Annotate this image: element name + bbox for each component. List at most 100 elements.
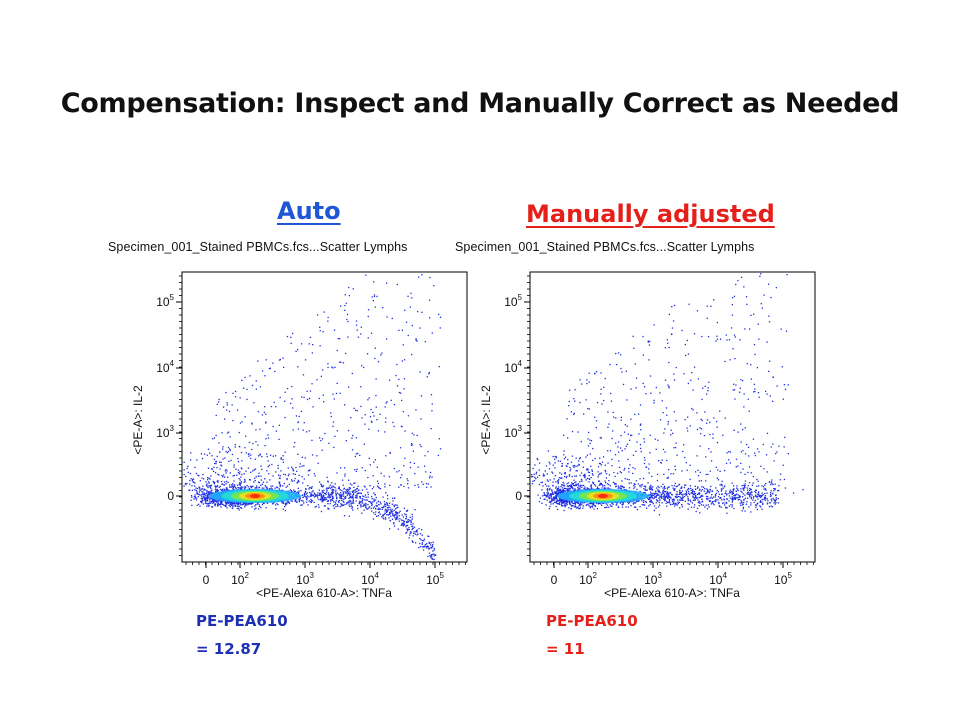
event-dot [706, 498, 708, 501]
event-dot [250, 454, 252, 456]
event-dot [310, 501, 312, 504]
event-dot [411, 528, 413, 531]
event-dot [345, 489, 347, 491]
event-dot [432, 543, 434, 546]
event-dot [222, 483, 224, 485]
event-dot [349, 496, 352, 498]
event-dot [754, 489, 757, 491]
event-dot [334, 501, 336, 504]
panel-label-auto[interactable]: Auto [277, 197, 341, 225]
event-dot [238, 431, 240, 434]
event-dot [582, 507, 584, 509]
event-dot [698, 480, 700, 482]
event-dot [693, 491, 695, 493]
event-dot [259, 505, 261, 508]
event-dot [752, 497, 755, 499]
event-dot [423, 545, 425, 548]
event-dot [271, 488, 273, 490]
event-dot [387, 509, 389, 511]
event-dot [261, 414, 264, 416]
event-dot [311, 486, 313, 488]
event-dot [323, 499, 325, 501]
y-tick-exponent: 3 [170, 424, 175, 433]
event-dot [255, 441, 257, 443]
event-dot [549, 494, 551, 496]
event-dot [624, 424, 626, 426]
event-dot [266, 481, 268, 483]
event-dot [575, 501, 577, 504]
event-dot [311, 352, 313, 354]
event-dot [307, 474, 310, 476]
event-dot [227, 489, 229, 491]
event-dot [399, 518, 401, 520]
event-dot [375, 394, 377, 397]
event-dot [681, 506, 683, 508]
event-dot [561, 490, 563, 492]
event-dot [360, 333, 362, 335]
event-dot [413, 526, 416, 528]
event-dot [679, 507, 681, 509]
event-dot [726, 494, 728, 496]
event-dot [706, 305, 708, 307]
event-dot [713, 504, 715, 506]
event-dot [405, 515, 407, 517]
event-dot [282, 485, 284, 487]
event-dot [777, 497, 779, 500]
event-dot [284, 416, 286, 419]
event-dot [573, 506, 576, 508]
event-dot [255, 388, 257, 390]
event-dot [325, 493, 327, 496]
event-dot [414, 509, 416, 511]
event-dot [657, 494, 659, 496]
event-dot [658, 491, 660, 493]
event-dot [354, 489, 357, 491]
event-dot [191, 478, 194, 481]
event-dot [654, 493, 656, 495]
event-dot [554, 497, 557, 499]
event-dot [360, 386, 362, 388]
event-dot [764, 495, 767, 497]
panel-label-manual[interactable]: Manually adjusted [526, 200, 775, 228]
event-dot [220, 501, 222, 504]
event-dot [202, 485, 204, 487]
event-dot [546, 492, 548, 494]
event-dot [775, 498, 777, 501]
event-dot [217, 489, 219, 492]
event-dot [684, 343, 686, 346]
event-dot [312, 406, 314, 408]
event-dot [375, 499, 377, 501]
event-dot [431, 557, 433, 559]
event-dot [226, 402, 228, 404]
event-dot [435, 554, 437, 556]
event-dot [664, 498, 666, 501]
event-dot [225, 504, 227, 506]
event-dot [405, 524, 407, 527]
event-dot [403, 359, 406, 361]
event-dot [367, 493, 369, 496]
event-dot [682, 450, 684, 453]
event-dot [311, 500, 313, 502]
event-dot [352, 509, 354, 511]
event-dot [422, 549, 425, 551]
event-dot [415, 531, 417, 533]
event-dot [346, 490, 348, 492]
event-dot [643, 438, 645, 440]
event-dot [632, 467, 634, 469]
event-dot [368, 457, 370, 459]
event-dot [418, 546, 420, 549]
event-dot [248, 455, 250, 457]
event-dot [572, 487, 574, 489]
event-dot [774, 488, 776, 490]
event-dot [687, 502, 689, 505]
event-dot [581, 383, 583, 385]
event-dot [193, 481, 195, 484]
event-dot [278, 488, 280, 490]
event-dot [668, 486, 670, 488]
event-dot [401, 523, 403, 525]
event-dot [551, 498, 553, 500]
event-dot [598, 502, 601, 504]
event-dot [400, 425, 403, 427]
event-dot [232, 506, 234, 508]
event-dot [262, 481, 265, 483]
event-dot [437, 454, 439, 457]
